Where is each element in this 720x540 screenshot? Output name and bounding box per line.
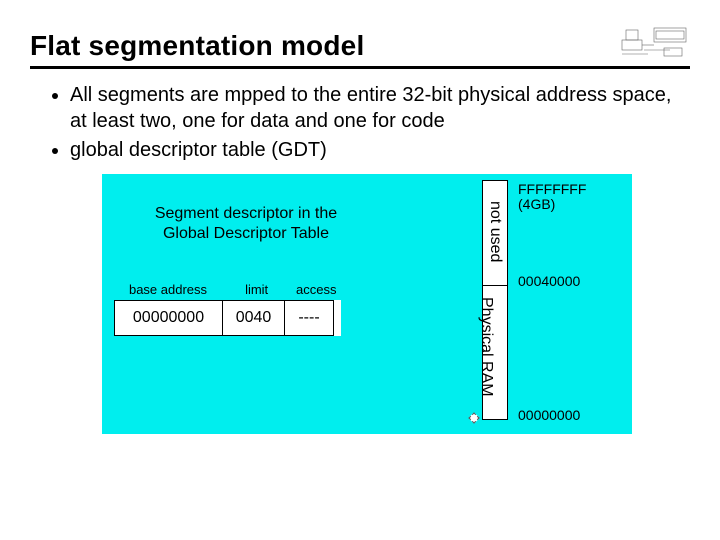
bullet-item: All segments are mpped to the entire 32-…	[70, 83, 690, 134]
addr-top-sub: (4GB)	[518, 196, 555, 212]
descriptor-table: base address limit access 00000000 0040 …	[114, 282, 341, 336]
addr-bot: 00000000	[518, 408, 580, 423]
header-limit: limit	[226, 282, 288, 297]
bullet-list: All segments are mpped to the entire 32-…	[30, 83, 690, 164]
addr-top-val: FFFFFFFF	[518, 181, 586, 197]
header-base: base address	[114, 282, 222, 297]
slide-title: Flat segmentation model	[30, 30, 364, 62]
bullet-item: global descriptor table (GDT)	[70, 138, 690, 164]
memory-divider	[483, 285, 507, 286]
corner-decoration-icon	[620, 24, 690, 60]
mem-label-notused: not used	[486, 201, 504, 262]
marker-diamond-icon	[468, 412, 479, 423]
table-headers: base address limit access	[114, 282, 341, 297]
descriptor-caption-line1: Segment descriptor in the	[155, 205, 337, 222]
cell-access: ----	[284, 300, 334, 336]
addr-top: FFFFFFFF (4GB)	[518, 182, 586, 213]
mem-label-physram: Physical RAM	[479, 297, 494, 397]
descriptor-caption-line2: Global Descriptor Table	[163, 225, 329, 242]
memory-bar: not used Physical RAM	[482, 180, 508, 420]
table-row: 00000000 0040 ----	[114, 300, 341, 336]
addr-mid: 00040000	[518, 274, 580, 289]
cell-limit: 0040	[222, 300, 284, 336]
descriptor-caption: Segment descriptor in the Global Descrip…	[136, 204, 356, 244]
cell-base: 00000000	[114, 300, 222, 336]
title-row: Flat segmentation model	[30, 24, 690, 69]
diagram: Segment descriptor in the Global Descrip…	[102, 174, 632, 434]
header-access: access	[291, 282, 341, 297]
